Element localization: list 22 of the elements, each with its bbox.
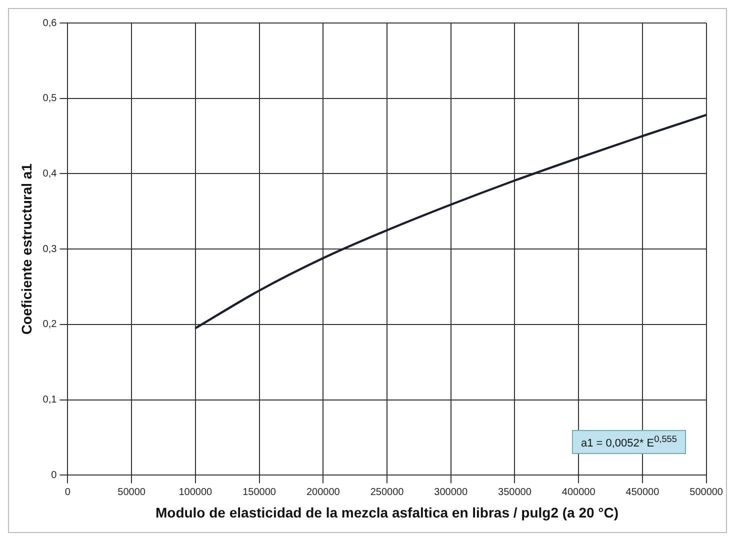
x-tick-label: 100000 — [178, 486, 213, 498]
x-axis-title: Modulo de elasticidad de la mezcla asfaltica en libras / pulg2 (a 20 °C) — [155, 504, 619, 520]
y-tick-label: 0,2 — [42, 319, 58, 330]
y-tick-label: 0,3 — [42, 244, 58, 255]
x-tick-label: 150000 — [242, 486, 276, 498]
x-tick-label: 450000 — [626, 486, 660, 498]
x-tick-label: 50000 — [118, 486, 146, 498]
y-tick-label: 0 — [51, 470, 58, 481]
x-tick-label: 0 — [64, 486, 71, 498]
y-tick-label: 0,4 — [42, 168, 58, 180]
line-series — [194, 114, 706, 330]
x-tick-label: 500000 — [690, 486, 724, 498]
y-axis-title: Coeficiente estructural a1 — [18, 163, 34, 335]
x-tick-label: 250000 — [370, 486, 404, 498]
x-tick-label: 400000 — [562, 486, 596, 498]
annotation: a1 = 0,0052* E$^{0,555}$ — [572, 430, 686, 454]
y-tick-label: 0,5 — [42, 93, 58, 104]
x-tick-label: 200000 — [306, 486, 340, 498]
x-tick-label: 350000 — [498, 486, 532, 498]
x-tick-label: 300000 — [434, 486, 468, 498]
y-tick-label: 0,6 — [42, 18, 58, 29]
y-tick-label: 0,1 — [42, 394, 58, 406]
